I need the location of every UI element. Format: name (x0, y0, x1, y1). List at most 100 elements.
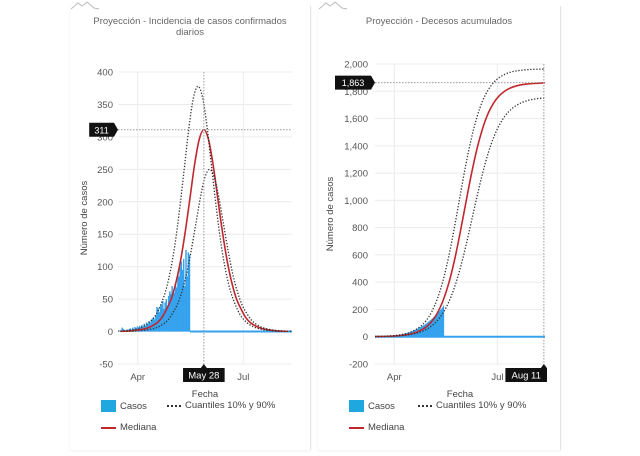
case-bar[interactable] (173, 292, 176, 332)
case-bar[interactable] (141, 325, 143, 332)
chart-title: Proyección - Incidencia de casos confirm… (93, 16, 287, 38)
y-tick-label: 1,000 (344, 196, 368, 207)
crosshair-y-label: 311 (94, 125, 108, 135)
case-bar[interactable] (188, 254, 191, 332)
crosshair-x-label: May 28 (188, 371, 219, 382)
quantile-line[interactable] (115, 85, 282, 332)
crosshair-x-pointer (540, 364, 547, 368)
case-bar[interactable] (136, 326, 139, 332)
mountain-logo-icon (70, 1, 100, 10)
y-tick-label: 150 (97, 230, 113, 241)
case-bar[interactable] (184, 286, 186, 332)
chart-panel-decesos: Proyección - Decesos acumulados -200 0 200… (318, 1, 561, 450)
case-bar[interactable] (171, 286, 173, 332)
crosshair-y-label-box (89, 122, 118, 137)
y-tick-label: 2,000 (344, 60, 368, 71)
y-tick-label: 400 (97, 68, 113, 79)
legend-item-casos[interactable]: Casos (101, 400, 147, 412)
x-axis-title: Fecha (192, 389, 219, 400)
y-tick-label: 0 (108, 327, 113, 338)
case-bar[interactable] (121, 327, 123, 332)
case-bar[interactable] (145, 322, 148, 332)
case-bar[interactable] (122, 328, 125, 332)
legend-swatch-casos (349, 400, 364, 412)
case-bar[interactable] (119, 330, 121, 332)
y-tick-label: 1,400 (344, 141, 368, 152)
y-tick-label: 350 (97, 100, 113, 111)
case-bar[interactable] (176, 287, 178, 332)
legend-swatch-dotted (418, 404, 432, 407)
plot-area (375, 68, 545, 338)
legend-swatch-line (101, 426, 116, 429)
crosshair-y-label-box (335, 75, 375, 90)
quantile-line[interactable] (126, 168, 293, 333)
crosshair-x-pointer (200, 364, 207, 368)
y-tick-label: 250 (97, 165, 113, 176)
case-bar[interactable] (185, 249, 187, 332)
case-bar[interactable] (182, 258, 185, 332)
y-tick-label: 1,800 (344, 87, 368, 98)
case-bar[interactable] (179, 266, 181, 332)
legend-label: Mediana (368, 422, 405, 433)
legend-label: Mediana (120, 422, 157, 433)
case-bar[interactable] (181, 269, 184, 332)
incidence-chart[interactable]: -50 0 50 100 150 200 250 300 350 400 Apr Jul Número … (70, 0, 310, 456)
y-tick-label: 50 (102, 295, 113, 306)
case-bar[interactable] (134, 327, 136, 332)
legend-item-mediana[interactable]: Mediana (101, 422, 156, 433)
case-bar[interactable] (177, 273, 179, 332)
case-bar[interactable] (166, 305, 169, 332)
case-bar[interactable] (158, 312, 161, 332)
quantile-line[interactable] (375, 97, 545, 338)
legend-item-casos[interactable]: Casos (349, 400, 395, 412)
legend-swatch-dotted (167, 404, 181, 407)
case-bar[interactable] (156, 306, 158, 332)
legend-item-cuantiles[interactable]: Cuantiles 10% y 90% (418, 400, 526, 411)
crosshair-x-label-box (505, 368, 547, 382)
chart-title: Proyección - Decesos acumulados (365, 16, 513, 27)
y-tick-label: 600 (352, 250, 368, 261)
y-tick-label: -200 (349, 360, 368, 371)
case-bar[interactable] (170, 293, 172, 332)
legend-swatch-line (349, 426, 364, 429)
legend-label: Casos (120, 400, 147, 412)
y-tick-label: 200 (97, 197, 113, 208)
x-tick-label: Jul (491, 372, 503, 383)
y-tick-label: 1,600 (344, 114, 368, 125)
y-tick-label: 0 (363, 332, 368, 343)
x-axis-title: Fecha (447, 389, 474, 400)
y-tick-label: 300 (97, 132, 113, 143)
case-bar[interactable] (165, 299, 168, 332)
case-bar[interactable] (164, 302, 166, 332)
deaths-chart[interactable]: -200 0 200 400 600 800 1,000 1,200 1,400 1,600 1,8… (318, 0, 560, 456)
case-bar[interactable] (157, 308, 159, 332)
legend-item-cuantiles[interactable]: Cuantiles 10% y 90% (167, 400, 275, 411)
cases-area[interactable] (375, 304, 445, 337)
chart-panel-incidencia: Proyección - Incidencia de casos confirm… (70, 1, 311, 450)
quantile-line[interactable] (375, 68, 545, 338)
case-bar[interactable] (186, 276, 188, 332)
case-bar[interactable] (143, 323, 145, 332)
case-bar[interactable] (169, 291, 171, 332)
y-tick-label: 400 (352, 278, 368, 289)
legend-swatch-casos (101, 400, 116, 412)
crosshair-x-label-box (183, 368, 225, 382)
median-line[interactable] (375, 81, 545, 338)
legend-label: Cuantiles 10% y 90% (436, 400, 527, 411)
case-bar[interactable] (187, 252, 190, 332)
case-bar[interactable] (178, 276, 180, 332)
case-bar[interactable] (180, 261, 183, 332)
y-tick-label: 200 (352, 305, 368, 316)
case-bar[interactable] (148, 321, 150, 332)
case-bar[interactable] (174, 282, 177, 332)
case-bar[interactable] (167, 295, 170, 332)
y-tick-label: 800 (352, 223, 368, 234)
x-tick-label: Jul (237, 372, 249, 383)
y-axis-title: Número de casos (79, 181, 90, 256)
x-tick-label: Apr (387, 372, 402, 383)
legend-item-mediana[interactable]: Mediana (349, 422, 404, 433)
x-tick-label: Apr (130, 372, 145, 383)
case-bar[interactable] (163, 308, 165, 332)
legend-label: Cuantiles 10% y 90% (185, 400, 276, 411)
legend-label: Casos (368, 400, 395, 412)
